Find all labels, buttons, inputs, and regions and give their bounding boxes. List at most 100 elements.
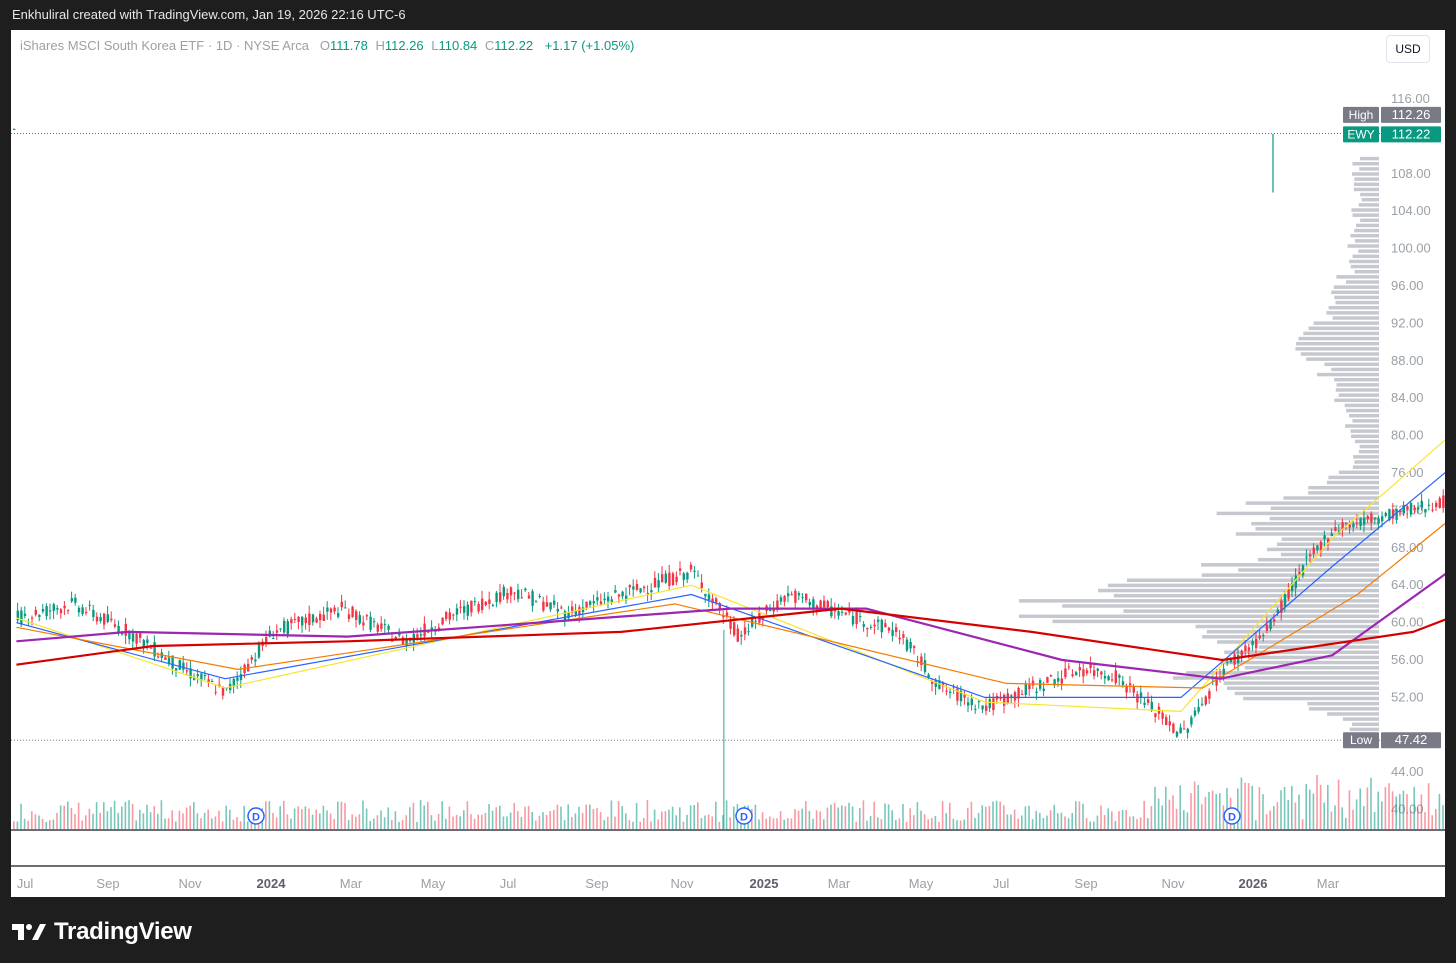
volume-bar bbox=[1258, 787, 1261, 830]
candle-body bbox=[844, 612, 847, 615]
candle-body bbox=[70, 598, 73, 602]
candle-body bbox=[1067, 666, 1071, 668]
volume-bar bbox=[779, 811, 782, 830]
candle-body bbox=[1247, 647, 1251, 651]
candle-body bbox=[740, 634, 743, 637]
price-chart[interactable]: 116.00 108.00 104.00 100.00 96.00 92.00 88.00 8… bbox=[11, 30, 1445, 897]
volume-bar bbox=[268, 801, 271, 830]
candle-body bbox=[1057, 678, 1060, 682]
dividend-marker-icon bbox=[247, 807, 265, 825]
candle-body bbox=[416, 634, 419, 638]
candle-body bbox=[862, 624, 865, 627]
candle-body bbox=[157, 656, 160, 658]
candle-body bbox=[182, 662, 185, 670]
candle-body bbox=[455, 608, 459, 615]
volume-profile-bar bbox=[1345, 280, 1379, 284]
volume-bar bbox=[923, 814, 926, 830]
candle-body bbox=[545, 602, 549, 607]
volume-bar bbox=[376, 815, 379, 830]
candle-body bbox=[92, 609, 95, 617]
volume-profile-bar bbox=[1336, 383, 1379, 387]
candle-body bbox=[1035, 691, 1038, 694]
volume-profile-bar bbox=[1355, 223, 1379, 228]
candle-body bbox=[265, 637, 268, 644]
time-tick-label: 2026 bbox=[1239, 876, 1268, 891]
volume-profile-bar bbox=[1328, 475, 1379, 480]
candle-body bbox=[812, 599, 815, 608]
volume-bar bbox=[434, 820, 436, 830]
candle-body bbox=[801, 596, 804, 598]
candle-body bbox=[437, 627, 441, 631]
candle-body bbox=[1395, 508, 1398, 520]
volume-bar bbox=[1017, 818, 1019, 830]
volume-profile-bar bbox=[1328, 305, 1379, 310]
volume-profile-bar bbox=[1308, 326, 1379, 331]
volume-bar bbox=[99, 812, 101, 830]
volume-profile-bar bbox=[1195, 624, 1379, 629]
volume-bar bbox=[95, 802, 98, 830]
candle-body bbox=[268, 630, 271, 637]
candle-body bbox=[855, 611, 858, 624]
candle-body bbox=[1269, 620, 1272, 630]
volume-bar bbox=[1345, 817, 1347, 830]
volume-bar bbox=[344, 802, 346, 830]
volume-bar bbox=[1384, 787, 1387, 830]
candle-body bbox=[1222, 668, 1225, 676]
candle-body bbox=[135, 633, 138, 644]
time-tick-label: Mar bbox=[828, 876, 851, 891]
candle-body bbox=[1175, 731, 1179, 737]
candle-body bbox=[1316, 545, 1319, 551]
volume-bar bbox=[967, 807, 969, 830]
candle-body bbox=[535, 601, 538, 603]
volume-bar bbox=[275, 817, 278, 830]
volume-bar bbox=[614, 816, 616, 830]
volume-profile-bar bbox=[1359, 167, 1379, 171]
price-tick-label: 44.00 bbox=[1391, 764, 1424, 779]
volume-bar bbox=[754, 804, 757, 830]
volume-profile-bar bbox=[1281, 537, 1379, 541]
candle-body bbox=[322, 614, 325, 622]
volume-bar bbox=[535, 820, 537, 830]
candle-body bbox=[1143, 702, 1146, 705]
time-tick-label: Jul bbox=[500, 876, 517, 891]
volume-profile-bar bbox=[1350, 429, 1379, 433]
volume-bar bbox=[527, 805, 530, 830]
candle-body bbox=[1078, 667, 1081, 671]
volume-bar bbox=[1222, 805, 1225, 830]
volume-bar bbox=[509, 812, 512, 830]
candle-body bbox=[308, 613, 311, 625]
chart-panel[interactable]: 116.00 108.00 104.00 100.00 96.00 92.00 88.00 8… bbox=[11, 30, 1445, 897]
volume-bar bbox=[1312, 793, 1315, 830]
candle-body bbox=[200, 673, 203, 681]
candle-body bbox=[171, 655, 174, 669]
price-tick-label: 100.00 bbox=[1391, 241, 1431, 256]
candle-body bbox=[589, 601, 592, 605]
volume-bar bbox=[794, 809, 796, 830]
candle-body bbox=[106, 614, 109, 622]
candle-body bbox=[722, 615, 725, 618]
candle-body bbox=[873, 624, 876, 627]
candle-body bbox=[941, 682, 945, 687]
candle-body bbox=[463, 606, 466, 613]
volume-bar bbox=[398, 821, 400, 830]
candle-body bbox=[63, 605, 66, 609]
volume-bar bbox=[311, 814, 314, 830]
volume-bar bbox=[38, 815, 40, 830]
volume-bar bbox=[1111, 811, 1113, 830]
volume-bar bbox=[1417, 807, 1419, 830]
candle-body bbox=[898, 637, 901, 640]
candle-body bbox=[733, 622, 736, 636]
volume-bar bbox=[1255, 820, 1257, 830]
candle-body bbox=[383, 624, 387, 626]
volume-bar bbox=[704, 815, 706, 830]
currency-button[interactable]: USD bbox=[1386, 35, 1430, 63]
volume-profile-bar bbox=[1350, 233, 1379, 238]
candle-body bbox=[347, 614, 351, 620]
candle-body bbox=[1003, 694, 1006, 706]
candle-body bbox=[1391, 509, 1395, 519]
candle-body bbox=[1442, 495, 1445, 508]
candle-body bbox=[707, 594, 711, 600]
volume-profile-bar bbox=[1350, 264, 1379, 269]
candle-body bbox=[401, 637, 405, 645]
volume-profile-bar bbox=[1353, 182, 1379, 187]
